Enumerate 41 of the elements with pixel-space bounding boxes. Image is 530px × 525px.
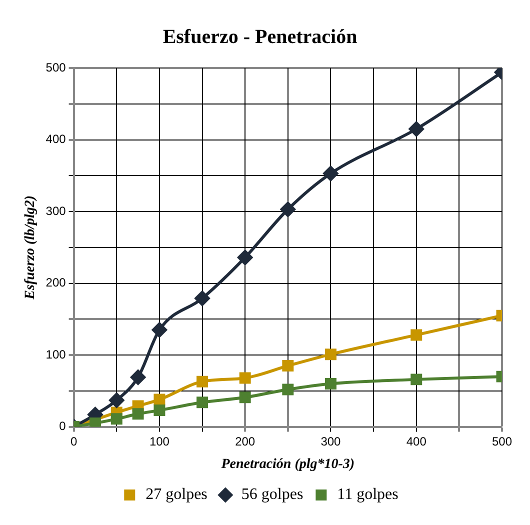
y-tick-label: 200 — [46, 276, 66, 290]
point — [154, 394, 166, 406]
y-tick-label: 100 — [46, 347, 66, 362]
point — [324, 348, 336, 360]
point — [110, 413, 122, 425]
x-tick-label: 400 — [406, 434, 427, 448]
legend-label: 56 golpes — [241, 486, 304, 504]
point — [282, 384, 294, 396]
legend-label: 11 golpes — [337, 486, 398, 504]
legend-label: 27 golpes — [146, 486, 208, 504]
x-tick-label: 500 — [492, 434, 512, 448]
point — [194, 290, 210, 306]
point — [130, 370, 146, 385]
point — [196, 396, 208, 408]
y-tick-label: 0 — [59, 419, 66, 434]
point — [238, 250, 253, 265]
point — [196, 376, 208, 388]
point — [410, 374, 422, 386]
y-tick-label: 300 — [46, 204, 66, 218]
point — [132, 408, 144, 420]
y-axis-title: Esfuerzo (lb/plg2) — [23, 195, 38, 300]
point — [239, 372, 251, 384]
point — [282, 360, 294, 372]
x-tick-label: 300 — [320, 434, 342, 448]
x-tick-label: 100 — [149, 434, 170, 448]
point — [109, 392, 124, 408]
point — [408, 121, 424, 136]
y-tick-label: 400 — [46, 132, 66, 146]
point — [324, 378, 336, 390]
point — [154, 404, 166, 416]
point — [89, 417, 101, 427]
point — [152, 322, 167, 338]
chart-title: Esfuerzo - Penetración — [162, 26, 358, 48]
point — [323, 166, 338, 181]
x-tick-label: 0 — [70, 434, 78, 448]
x-axis-title: Penetración (plg*10-3) — [221, 457, 355, 472]
x-tick-label: 200 — [235, 434, 256, 448]
point — [239, 392, 251, 404]
point — [280, 202, 296, 217]
y-tick-label: 500 — [46, 60, 66, 74]
point — [410, 329, 422, 341]
